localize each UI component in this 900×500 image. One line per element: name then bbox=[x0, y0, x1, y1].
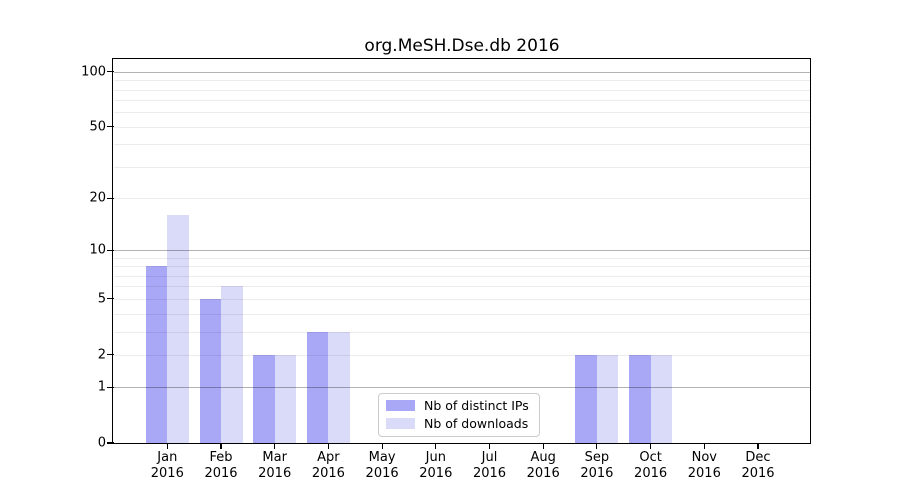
x-tick-year-nov: 2016 bbox=[687, 465, 721, 481]
y-tick-label-5: 5 bbox=[97, 291, 106, 307]
x-tick-label-oct: Oct 2016 bbox=[619, 450, 683, 481]
x-tick-mark-mar bbox=[274, 444, 276, 449]
x-tick-mark-oct bbox=[650, 444, 652, 449]
x-tick-label-nov: Nov 2016 bbox=[672, 450, 736, 481]
legend-label-downloads: Nb of downloads bbox=[424, 416, 529, 431]
y-tick-label-100: 100 bbox=[81, 64, 106, 80]
x-tick-mark-apr bbox=[327, 444, 329, 449]
bars-layer bbox=[114, 60, 810, 443]
x-tick-year-oct: 2016 bbox=[634, 465, 668, 481]
y-tick-mark-0 bbox=[107, 442, 114, 444]
chart-title: org.MeSH.Dse.db 2016 bbox=[364, 36, 560, 56]
x-tick-label-aug: Aug 2016 bbox=[511, 450, 575, 481]
x-tick-mark-aug bbox=[542, 444, 544, 449]
x-tick-mark-jun bbox=[435, 444, 437, 449]
y-tick-mark-10 bbox=[107, 249, 114, 251]
bar-mar-downloads bbox=[274, 354, 297, 443]
legend-row-downloads: Nb of downloads bbox=[386, 416, 529, 431]
x-tick-mark-feb bbox=[220, 444, 222, 449]
legend-swatch-downloads bbox=[386, 418, 415, 429]
y-tick-mark-2 bbox=[107, 354, 114, 356]
x-tick-label-jul: Jul 2016 bbox=[458, 450, 522, 481]
legend-label-distinct-ips: Nb of distinct IPs bbox=[424, 398, 529, 413]
x-tick-label-sep: Sep 2016 bbox=[565, 450, 629, 481]
x-tick-label-jan: Jan 2016 bbox=[135, 450, 199, 481]
y-tick-label-20: 20 bbox=[89, 190, 106, 206]
y-tick-mark-20 bbox=[107, 197, 114, 199]
x-tick-mark-sep bbox=[596, 444, 598, 449]
y-tick-label-10: 10 bbox=[89, 242, 106, 258]
y-tick-mark-100 bbox=[107, 71, 114, 73]
x-tick-label-jun: Jun 2016 bbox=[404, 450, 468, 481]
y-tick-label-0: 0 bbox=[97, 435, 106, 451]
bar-jan-distinct-ips bbox=[145, 266, 168, 443]
bar-sep-distinct-ips bbox=[575, 354, 597, 443]
legend: Nb of distinct IPs Nb of downloads bbox=[378, 393, 540, 437]
x-tick-label-apr: Apr 2016 bbox=[296, 450, 360, 481]
y-tick-label-1: 1 bbox=[97, 379, 106, 395]
x-tick-year-apr: 2016 bbox=[311, 465, 345, 481]
x-tick-year-feb: 2016 bbox=[204, 465, 238, 481]
x-tick-mark-nov bbox=[703, 444, 705, 449]
bar-sep-downloads bbox=[596, 354, 619, 443]
x-tick-mark-jul bbox=[488, 444, 491, 449]
y-tick-mark-5 bbox=[107, 298, 114, 300]
x-tick-label-may: May 2016 bbox=[350, 450, 414, 481]
x-tick-mark-may bbox=[381, 444, 383, 449]
x-tick-year-may: 2016 bbox=[365, 465, 399, 481]
plot-area: Nb of distinct IPs Nb of downloads bbox=[114, 60, 810, 443]
x-tick-year-jul: 2016 bbox=[472, 465, 507, 481]
x-tick-label-mar: Mar 2016 bbox=[243, 450, 307, 481]
x-tick-year-dec: 2016 bbox=[741, 465, 775, 481]
y-tick-mark-50 bbox=[107, 126, 114, 128]
x-tick-label-feb: Feb 2016 bbox=[189, 450, 253, 481]
bar-apr-distinct-ips bbox=[306, 331, 329, 443]
x-tick-mark-jan bbox=[166, 444, 168, 449]
bar-apr-downloads bbox=[328, 331, 350, 443]
bar-mar-distinct-ips bbox=[253, 354, 275, 443]
x-tick-label-dec: Dec 2016 bbox=[726, 450, 790, 481]
x-tick-year-sep: 2016 bbox=[580, 465, 614, 481]
x-tick-year-mar: 2016 bbox=[258, 465, 292, 481]
bar-feb-distinct-ips bbox=[199, 298, 221, 443]
legend-swatch-distinct-ips bbox=[386, 400, 415, 411]
bar-feb-downloads bbox=[221, 286, 243, 443]
x-tick-year-aug: 2016 bbox=[526, 465, 560, 481]
bar-oct-downloads bbox=[650, 354, 673, 443]
legend-row-distinct-ips: Nb of distinct IPs bbox=[386, 398, 529, 413]
x-tick-year-jan: 2016 bbox=[150, 465, 184, 481]
x-tick-year-jun: 2016 bbox=[419, 465, 453, 481]
y-tick-mark-1 bbox=[107, 386, 114, 388]
y-tick-label-50: 50 bbox=[89, 119, 106, 135]
x-tick-mark-dec bbox=[757, 444, 759, 449]
bar-jan-downloads bbox=[167, 215, 189, 443]
bar-oct-distinct-ips bbox=[629, 354, 651, 443]
y-tick-label-2: 2 bbox=[97, 347, 106, 363]
